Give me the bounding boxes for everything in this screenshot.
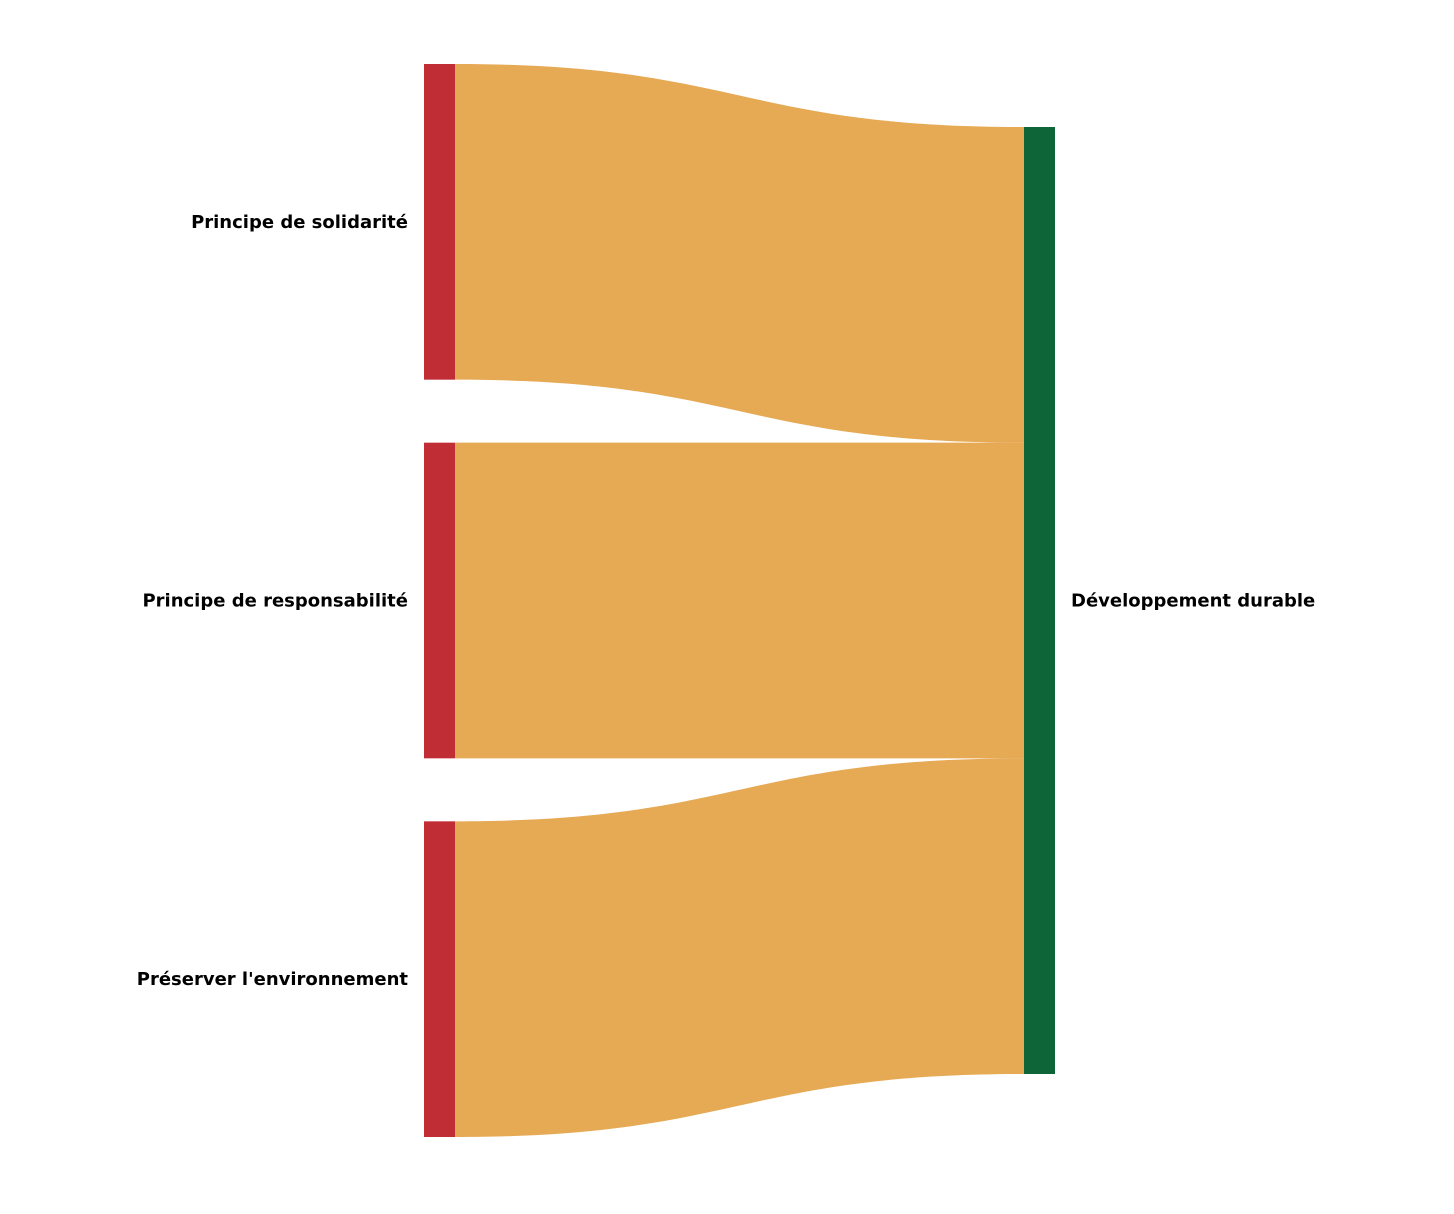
source-label-responsabilite: Principe de responsabilité xyxy=(142,591,408,612)
target-node-developpement-durable[interactable] xyxy=(1024,127,1055,1074)
sankey-nodes xyxy=(424,64,1055,1137)
target-label-developpement-durable: Développement durable xyxy=(1071,591,1315,612)
sankey-labels: Principe de solidarité Principe de respo… xyxy=(137,212,1315,990)
source-node-responsabilite[interactable] xyxy=(424,442,455,759)
link-responsabilite[interactable] xyxy=(455,442,1024,759)
source-label-environnement: Préserver l'environnement xyxy=(137,969,409,990)
link-environnement[interactable] xyxy=(455,758,1024,1137)
source-node-solidarite[interactable] xyxy=(424,64,455,380)
source-label-solidarite: Principe de solidarité xyxy=(191,212,408,233)
source-node-environnement[interactable] xyxy=(424,821,455,1137)
sankey-links xyxy=(455,64,1024,1137)
link-solidarite[interactable] xyxy=(455,64,1024,443)
